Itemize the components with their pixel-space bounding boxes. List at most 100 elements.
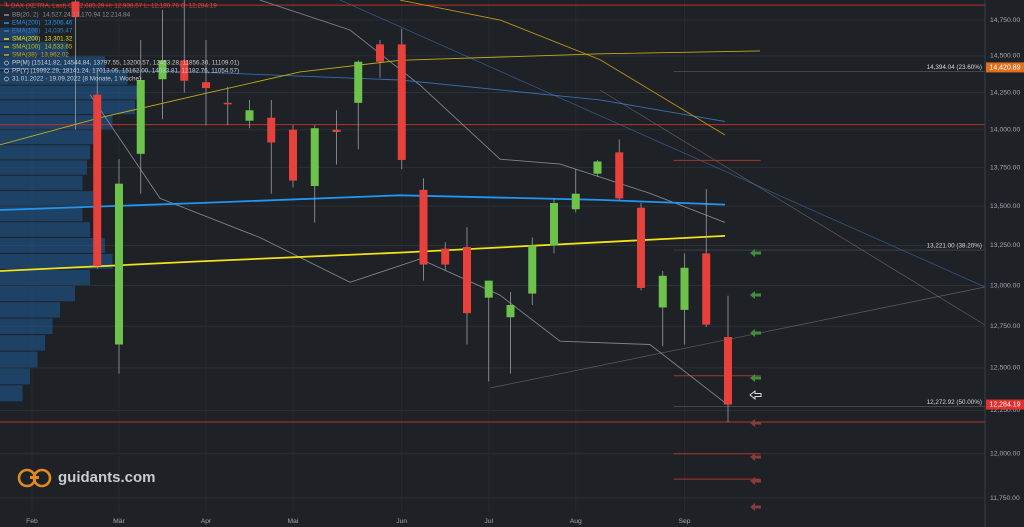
candle-body — [680, 267, 689, 310]
volume-bar — [0, 253, 113, 269]
candle-body — [724, 336, 732, 405]
legend-label: SMA(200) — [12, 36, 40, 43]
title: DAX (XETRA, Last) — [11, 3, 66, 10]
candle-body — [180, 60, 189, 81]
x-tick-label: Mai — [288, 518, 299, 525]
candle-body — [223, 102, 232, 105]
price-tag-label: 12,284.19 — [989, 401, 1020, 408]
volume-bar — [0, 160, 87, 175]
legend-label: EMA(100) — [12, 28, 40, 35]
trend-lines — [339, 0, 986, 389]
candle-body — [636, 207, 645, 288]
indicator-line — [399, 0, 726, 136]
volume-bar — [0, 191, 93, 206]
candle-body — [571, 193, 580, 210]
y-tick-label: 12,250.00 — [990, 407, 1020, 414]
arrow — [750, 291, 761, 299]
arrow — [750, 477, 761, 485]
x-tick-label: Aug — [570, 518, 582, 525]
x-tick-label: Jun — [396, 518, 407, 525]
logo: guidants.com — [17, 468, 156, 488]
logo-text: guidants.com — [58, 469, 156, 486]
candle-body — [114, 183, 123, 345]
axes: 11,750.00 12,000.00 12,250.00 12,500.00 12,7… — [26, 17, 1024, 525]
indicator-line — [0, 194, 726, 211]
arrow — [750, 249, 761, 257]
candle-body — [397, 44, 406, 160]
info-line: PP(M) (15141.82, 14544.84, 13797.55, 132… — [12, 60, 239, 67]
volume-bar — [0, 70, 128, 85]
levels: 14,394.04 (23.60%) 13,221.00 (38.20%) 12,2… — [0, 4, 985, 480]
candle-body — [462, 247, 471, 314]
candle-body — [615, 152, 624, 199]
candle-body — [310, 128, 319, 187]
x-tick-label: Sep — [678, 518, 690, 525]
volume-bar — [0, 41, 68, 56]
volume-bar — [0, 145, 90, 160]
legend-label: BB(20, 2) — [12, 12, 39, 19]
candles — [71, 0, 732, 423]
header: DAX (XETRA, Last) O: 12,685.29 H: 12,936… — [4, 2, 239, 83]
volume-bar — [0, 56, 105, 70]
info-line: PP(Y) (19992.29, 18141.24, 17013.05, 151… — [12, 68, 239, 75]
y-tick-label: 13,750.00 — [990, 164, 1020, 171]
legend-value: 13,301.32 — [44, 36, 73, 43]
candle-body — [549, 203, 558, 246]
volume-profile — [0, 27, 143, 402]
y-tick-label: 14,250.00 — [990, 89, 1020, 96]
volume-bar — [0, 175, 83, 191]
fib-label: 14,394.04 (23.60%) — [927, 64, 982, 71]
volume-bar — [0, 206, 83, 222]
volume-bar — [0, 318, 53, 335]
ticker-icon — [4, 2, 9, 7]
candle-body — [245, 110, 254, 121]
legend-value: 14,533.65 — [44, 44, 73, 51]
candle-body — [93, 94, 102, 267]
y-tick-label: 13,000.00 — [990, 282, 1020, 289]
volume-bar — [0, 269, 90, 285]
candle-body — [354, 61, 363, 103]
arrow — [749, 389, 762, 401]
quote: O: 12,685.29 H: 12,936.57 L: 12,180.76 C… — [68, 3, 217, 10]
y-tick-label: 13,500.00 — [990, 203, 1020, 210]
candle-body — [201, 82, 210, 89]
volume-bar — [0, 100, 135, 115]
x-tick-label: Apr — [201, 518, 212, 525]
candle-body — [528, 245, 537, 294]
price-tag — [986, 62, 1024, 73]
y-tick-label: 14,750.00 — [990, 17, 1020, 24]
y-tick-label: 14,500.00 — [990, 53, 1020, 60]
y-tick-label: 12,000.00 — [990, 451, 1020, 458]
volume-bar — [0, 27, 38, 41]
legend-label: EMA(200) — [12, 20, 40, 27]
candle-body — [702, 253, 711, 325]
y-tick-label: 12,750.00 — [990, 323, 1020, 330]
fib-label: 12,272.92 (50.00%) — [927, 399, 982, 406]
legend-value: 13,506.46 — [44, 20, 73, 27]
info-icon — [4, 60, 9, 66]
trend-line — [599, 89, 986, 326]
candle-body — [506, 304, 515, 318]
legend-value: 14,527.24 13,170.94 12,214.84 — [43, 12, 131, 19]
candle-body — [158, 60, 167, 80]
arrow — [750, 329, 761, 337]
legend-label: SMA(100) — [12, 44, 40, 51]
volume-bar — [0, 285, 75, 302]
candle-body — [332, 129, 341, 132]
candle-body — [658, 275, 667, 308]
volume-bar — [0, 302, 60, 318]
volume-bar — [0, 222, 90, 238]
candle-body — [484, 280, 493, 298]
y-tick-label: 14,000.00 — [990, 126, 1020, 133]
volume-bar — [0, 351, 38, 368]
y-tick-label: 12,500.00 — [990, 365, 1020, 372]
trend-line — [489, 286, 986, 389]
candle-body — [288, 129, 297, 181]
volume-bar — [0, 85, 143, 100]
candle-body — [419, 189, 428, 265]
volume-bar — [0, 385, 23, 402]
candle-body — [375, 44, 384, 62]
x-tick-label: Feb — [26, 518, 38, 525]
volume-bar — [0, 238, 105, 253]
